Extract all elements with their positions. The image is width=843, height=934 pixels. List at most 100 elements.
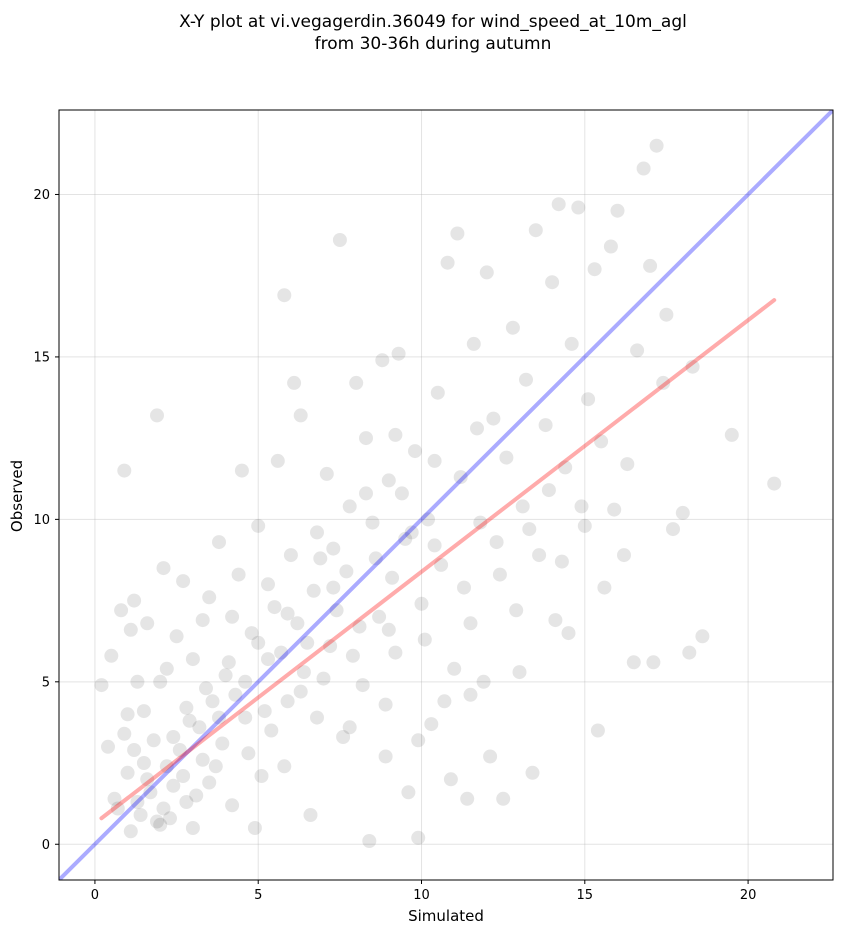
scatter-point	[453, 470, 468, 485]
scatter-point	[496, 791, 511, 806]
scatter-point	[463, 687, 478, 702]
scatter-point	[293, 408, 308, 423]
scatter-point	[310, 710, 324, 725]
identity-line	[59, 110, 833, 880]
scatter-point	[241, 746, 256, 761]
scatter-point	[169, 629, 184, 644]
scatter-point	[345, 648, 360, 663]
scatter-point	[159, 759, 174, 774]
scatter-point	[228, 687, 243, 702]
scatter-point	[365, 515, 380, 530]
scatter-point	[163, 811, 177, 826]
scatter-point	[538, 418, 553, 433]
scatter-point	[515, 499, 530, 514]
scatter-point	[649, 138, 664, 153]
y-tick-label: 10	[33, 513, 50, 528]
scatter-point	[264, 723, 279, 738]
scatter-point	[532, 548, 547, 563]
scatter-point	[156, 561, 171, 576]
scatter-point	[411, 733, 426, 748]
scatter-point	[564, 336, 579, 351]
scatter-point	[336, 730, 351, 744]
scatter-point	[499, 450, 514, 465]
scatter-point	[630, 343, 645, 358]
scatter-point	[130, 795, 145, 809]
scatter-point	[590, 723, 605, 738]
scatter-point	[104, 648, 119, 663]
scatter-point	[127, 593, 142, 608]
scatter-point	[238, 674, 253, 689]
x-tick-label: 5	[254, 888, 262, 903]
scatter-point	[202, 590, 217, 605]
scatter-point	[117, 726, 132, 741]
scatter-point	[666, 522, 680, 537]
scatter-point	[176, 574, 191, 589]
scatter-point	[280, 606, 295, 621]
scatter-point	[558, 460, 573, 475]
scatter-point	[359, 486, 373, 501]
x-tick-label: 10	[413, 888, 430, 903]
scatter-point	[316, 671, 331, 686]
scatter-point	[244, 626, 259, 641]
scatter-point	[329, 603, 344, 618]
scatter-point	[136, 704, 151, 719]
scatter-point	[401, 785, 416, 800]
scatter-point	[212, 535, 226, 550]
scatter-point	[375, 353, 390, 368]
scatter-point	[326, 541, 341, 556]
scatter-point	[133, 808, 148, 822]
scatter-point	[548, 613, 563, 628]
scatter-point	[603, 239, 618, 254]
y-tick-label: 20	[33, 188, 50, 203]
scatter-point	[460, 791, 475, 806]
scatter-point	[368, 551, 383, 566]
scatter-point	[238, 710, 253, 725]
scatter-point	[176, 769, 191, 783]
scatter-point	[597, 580, 612, 595]
scatter-point	[185, 652, 200, 667]
scatter-point	[636, 161, 651, 176]
scatter-point	[656, 375, 671, 390]
scatter-point	[150, 408, 164, 423]
scatter-point	[179, 700, 194, 715]
scatter-point	[199, 681, 213, 696]
scatter-point	[486, 411, 501, 426]
scatter-point	[587, 262, 602, 277]
scatter-point	[182, 713, 197, 728]
scatter-point	[300, 635, 315, 650]
scatter-point	[574, 499, 589, 514]
scatter-point	[581, 392, 596, 407]
scatter-point	[404, 525, 419, 540]
scatter-point	[303, 808, 318, 822]
scatter-point	[172, 743, 187, 757]
scatter-point	[189, 788, 204, 803]
scatter-point	[202, 775, 217, 790]
scatter-point	[261, 577, 275, 592]
y-tick-label: 15	[33, 350, 50, 365]
scatter-point	[434, 557, 449, 572]
x-tick-label: 0	[91, 888, 99, 903]
scatter-point	[179, 795, 194, 809]
scatter-point	[94, 678, 109, 693]
scatter-point	[146, 733, 161, 748]
scatter-point	[408, 444, 422, 459]
scatter-point	[310, 525, 324, 540]
x-tick-label: 20	[740, 888, 757, 903]
scatter-point	[225, 609, 240, 624]
scatter-point	[594, 434, 609, 449]
scatter-point	[326, 580, 341, 595]
scatter-point	[561, 626, 576, 641]
scatter-point	[512, 665, 527, 680]
lines-layer	[59, 110, 833, 880]
scatter-point	[332, 233, 347, 247]
scatter-point	[257, 704, 272, 719]
scatter-point	[352, 619, 367, 634]
scatter-point	[509, 603, 524, 618]
scatter-point	[411, 830, 426, 845]
scatter-point	[287, 375, 302, 390]
scatter-point	[626, 655, 641, 670]
scatter-point	[156, 801, 171, 816]
scatter-point	[388, 645, 403, 660]
scatter-point	[254, 769, 269, 783]
